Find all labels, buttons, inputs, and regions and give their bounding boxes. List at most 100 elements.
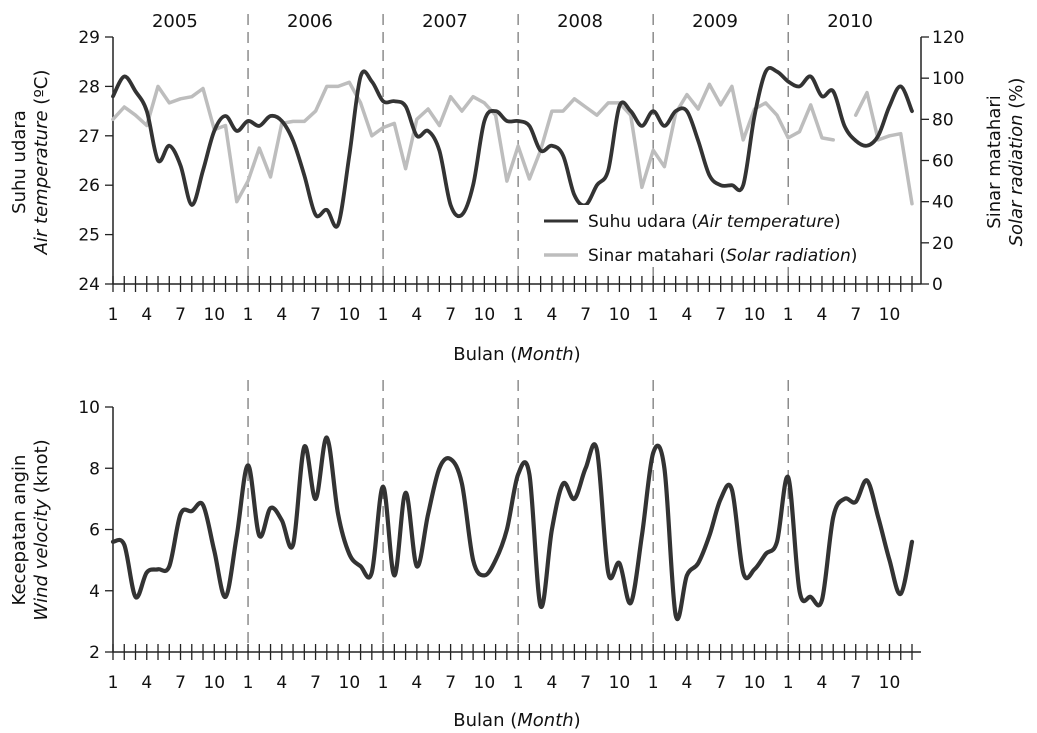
bot-x-tick-label: 7 [310, 673, 321, 693]
top-x-tick-label: 4 [546, 305, 557, 325]
left-y-tick-label: 26 [78, 176, 100, 196]
top-x-tick-label: 7 [310, 305, 321, 325]
y-tick-label: 10 [78, 398, 100, 418]
year-label-2006: 2006 [287, 11, 333, 32]
y-tick-label: 8 [89, 459, 100, 479]
bot-x-tick-label: 7 [580, 673, 591, 693]
top-x-tick-label: 7 [175, 305, 186, 325]
y-ticks: 2 4 6 8 10 [78, 398, 113, 663]
right-y-tick-label: 100 [932, 69, 964, 89]
top-x-tick-label: 10 [744, 305, 766, 325]
air-temperature-line-0 [111, 66, 914, 229]
left-y-title-line2: Air temperature (ºC) [31, 70, 52, 256]
bot-x-tick-label: 7 [715, 673, 726, 693]
left-y-tick-label: 29 [78, 28, 100, 48]
right-y-ticks: 0 20 40 60 80 100 120 [921, 28, 964, 295]
left-y-tick-label: 24 [78, 275, 100, 295]
right-y-tick-label: 120 [932, 28, 964, 48]
bot-x-tick-label: 1 [243, 673, 254, 693]
top-x-tick-label: 7 [580, 305, 591, 325]
top-x-tick-label: 1 [243, 305, 254, 325]
year-label-2007: 2007 [422, 11, 468, 32]
right-y-tick-label: 20 [932, 234, 954, 254]
top-x-tick-label: 1 [513, 305, 524, 325]
right-y-tick-label: 40 [932, 193, 954, 213]
wind-velocity-line-0 [110, 435, 915, 622]
top-x-tick-label: 4 [682, 305, 693, 325]
top-x-tick-label: 4 [141, 305, 152, 325]
x-axis-title: Bulan (Month) [453, 710, 580, 731]
bot-x-tick-label: 4 [141, 673, 152, 693]
left-y-tick-label: 27 [78, 127, 100, 147]
bot-x-tick-label: 7 [445, 673, 456, 693]
bot-x-tick-label: 1 [513, 673, 524, 693]
top-x-tick-label: 10 [474, 305, 496, 325]
bot-x-tick-label: 7 [175, 673, 186, 693]
solar-radiation-line-0 [111, 80, 835, 204]
left-y-title-line1: Suhu udara [9, 110, 30, 214]
year-label-2009: 2009 [692, 11, 738, 32]
top-x-tick-label: 10 [879, 305, 901, 325]
bot-x-tick-label: 4 [411, 673, 422, 693]
left-y-title: Suhu udara Air temperature (ºC) [9, 70, 52, 256]
x-ticks: 1 1 1 1 1 1 4 4 4 4 4 4 7 7 7 7 7 7 10 10 10 10 10 10 [108, 644, 913, 693]
bot-x-tick-label: 4 [682, 673, 693, 693]
bot-x-tick-label: 10 [474, 673, 496, 693]
bot-x-tick-label: 4 [546, 673, 557, 693]
year-labels: 2005 2006 2007 2008 2009 2010 [152, 11, 873, 32]
year-label-2010: 2010 [827, 11, 873, 32]
right-y-tick-label: 60 [932, 152, 954, 172]
left-y-tick-label: 25 [78, 226, 100, 246]
legend-label-solar: Sinar matahari (Solar radiation) [588, 246, 857, 266]
year-label-2005: 2005 [152, 11, 198, 32]
right-y-title-line2: Solar radiation (%) [1006, 78, 1027, 247]
y-tick-label: 6 [89, 521, 100, 541]
left-y-ticks: 24 25 26 27 28 29 [78, 28, 113, 295]
bot-x-tick-label: 10 [879, 673, 901, 693]
right-y-title: Sinar matahari Solar radiation (%) [984, 78, 1027, 247]
bot-x-tick-label: 1 [108, 673, 119, 693]
bot-x-tick-label: 10 [203, 673, 225, 693]
top-x-tick-label: 7 [445, 305, 456, 325]
series-lines [110, 435, 915, 622]
year-label-2008: 2008 [557, 11, 603, 32]
top-x-tick-label: 1 [378, 305, 389, 325]
y-title: Kecepatan angin Wind velocity (knot) [9, 439, 52, 620]
bot-x-tick-label: 4 [817, 673, 828, 693]
legend-background [540, 205, 900, 267]
top-x-tick-label: 10 [609, 305, 631, 325]
right-y-tick-label: 0 [932, 275, 943, 295]
top-x-tick-label: 10 [339, 305, 361, 325]
top-x-tick-label: 1 [783, 305, 794, 325]
y-tick-label: 2 [89, 643, 100, 663]
top-x-tick-label: 4 [411, 305, 422, 325]
bot-x-tick-label: 10 [744, 673, 766, 693]
bot-x-tick-label: 1 [648, 673, 659, 693]
bot-x-tick-label: 10 [339, 673, 361, 693]
solar-radiation-line-1 [853, 90, 914, 206]
left-y-tick-label: 28 [78, 77, 100, 97]
wind-velocity-chart: 2 4 6 8 10 1 1 1 1 1 1 4 4 4 4 4 4 7 7 7 7 7 7 10 10 10 10 10 10 Bu… [9, 380, 921, 731]
x-ticks: 1 1 1 1 1 1 4 4 4 4 4 4 7 7 7 7 7 7 10 10 10 10 10 10 [108, 276, 913, 325]
right-y-title-line1: Sinar matahari [984, 95, 1005, 228]
series-lines [111, 66, 914, 229]
top-x-tick-label: 10 [203, 305, 225, 325]
legend-label-temperature: Suhu udara (Air temperature) [588, 212, 841, 232]
year-dividers [247, 380, 789, 652]
bot-x-tick-label: 1 [783, 673, 794, 693]
y-tick-label: 4 [89, 582, 100, 602]
top-x-tick-label: 4 [817, 305, 828, 325]
top-x-tick-label: 1 [648, 305, 659, 325]
top-x-tick-label: 1 [108, 305, 119, 325]
legend: Suhu udara (Air temperature) Sinar matah… [540, 205, 900, 267]
bot-x-tick-label: 4 [276, 673, 287, 693]
y-title-line1: Kecepatan angin [9, 455, 30, 606]
right-y-tick-label: 80 [932, 110, 954, 130]
bot-x-tick-label: 7 [850, 673, 861, 693]
y-title-line2: Wind velocity (knot) [31, 439, 52, 620]
bot-x-tick-label: 10 [609, 673, 631, 693]
top-x-tick-label: 7 [715, 305, 726, 325]
top-x-tick-label: 4 [276, 305, 287, 325]
